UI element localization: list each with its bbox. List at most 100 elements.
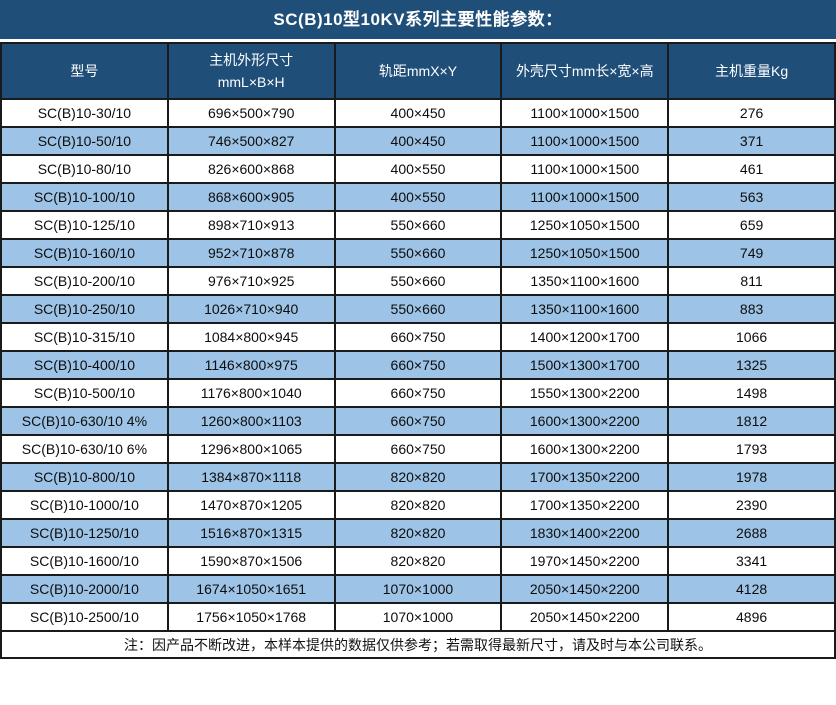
cell-unit-size: 1176×800×1040 <box>166 378 336 408</box>
cell-weight: 1325 <box>667 350 836 380</box>
cell-unit-size: 976×710×925 <box>166 266 336 296</box>
cell-unit-size: 1026×710×940 <box>166 294 336 324</box>
cell-model: SC(B)10-2500/10 <box>0 602 169 632</box>
cell-shell-size: 1100×1000×1500 <box>500 126 670 156</box>
cell-shell-size: 2050×1450×2200 <box>500 574 670 604</box>
cell-rail-gauge: 550×660 <box>333 210 503 240</box>
cell-unit-size: 1756×1050×1768 <box>166 602 336 632</box>
table-row: SC(B)10-315/10 1084×800×945 660×750 1400×12… <box>0 322 836 352</box>
cell-weight: 276 <box>667 98 836 128</box>
column-header-weight: 主机重量Kg <box>667 42 836 100</box>
cell-weight: 461 <box>667 154 836 184</box>
note-row: 注：因产品不断改进，本样本提供的数据仅供参考；若需取得最新尺寸，请及时与本公司联… <box>0 630 836 659</box>
table-row: SC(B)10-200/10 976×710×925 550×660 1350×110… <box>0 266 836 296</box>
cell-weight: 659 <box>667 210 836 240</box>
cell-weight: 1066 <box>667 322 836 352</box>
cell-rail-gauge: 820×820 <box>333 518 503 548</box>
cell-rail-gauge: 820×820 <box>333 462 503 492</box>
cell-weight: 749 <box>667 238 836 268</box>
cell-model: SC(B)10-30/10 <box>0 98 169 128</box>
table-header: 型号 主机外形尺寸 mmL×B×H 轨距mmX×Y 外壳尺寸mm长×宽×高 主机… <box>0 42 836 100</box>
column-header-rail-gauge: 轨距mmX×Y <box>333 42 503 100</box>
cell-model: SC(B)10-1250/10 <box>0 518 169 548</box>
cell-unit-size: 746×500×827 <box>166 126 336 156</box>
table-row: SC(B)10-1600/10 1590×870×1506 820×820 1970×… <box>0 546 836 576</box>
cell-weight: 1793 <box>667 434 836 464</box>
table-row: SC(B)10-400/10 1146×800×975 660×750 1500×13… <box>0 350 836 380</box>
cell-unit-size: 826×600×868 <box>166 154 336 184</box>
cell-shell-size: 1500×1300×1700 <box>500 350 670 380</box>
cell-weight: 563 <box>667 182 836 212</box>
cell-rail-gauge: 400×550 <box>333 154 503 184</box>
cell-unit-size: 1260×800×1103 <box>166 406 336 436</box>
table-row: SC(B)10-160/10 952×710×878 550×660 1250×105… <box>0 238 836 268</box>
table-row: SC(B)10-2500/10 1756×1050×1768 1070×1000 20… <box>0 602 836 632</box>
cell-shell-size: 1700×1350×2200 <box>500 490 670 520</box>
cell-unit-size: 1384×870×1118 <box>166 462 336 492</box>
cell-model: SC(B)10-800/10 <box>0 462 169 492</box>
cell-unit-size: 952×710×878 <box>166 238 336 268</box>
cell-rail-gauge: 660×750 <box>333 350 503 380</box>
cell-shell-size: 1550×1300×2200 <box>500 378 670 408</box>
cell-shell-size: 1350×1100×1600 <box>500 294 670 324</box>
cell-weight: 811 <box>667 266 836 296</box>
cell-rail-gauge: 660×750 <box>333 406 503 436</box>
cell-weight: 4128 <box>667 574 836 604</box>
cell-rail-gauge: 1070×1000 <box>333 602 503 632</box>
column-header-shell-size: 外壳尺寸mm长×宽×高 <box>500 42 670 100</box>
cell-model: SC(B)10-80/10 <box>0 154 169 184</box>
table-row: SC(B)10-1000/10 1470×870×1205 820×820 1700×… <box>0 490 836 520</box>
cell-unit-size: 1590×870×1506 <box>166 546 336 576</box>
table-row: SC(B)10-800/10 1384×870×1118 820×820 1700×1… <box>0 462 836 492</box>
table-body: SC(B)10-30/10 696×500×790 400×450 1100×1000… <box>0 98 836 632</box>
cell-unit-size: 1296×800×1065 <box>166 434 336 464</box>
cell-unit-size: 1516×870×1315 <box>166 518 336 548</box>
cell-weight: 1812 <box>667 406 836 436</box>
cell-model: SC(B)10-50/10 <box>0 126 169 156</box>
cell-model: SC(B)10-200/10 <box>0 266 169 296</box>
cell-rail-gauge: 660×750 <box>333 378 503 408</box>
cell-model: SC(B)10-630/10 4% <box>0 406 169 436</box>
cell-model: SC(B)10-2000/10 <box>0 574 169 604</box>
cell-unit-size: 696×500×790 <box>166 98 336 128</box>
title-divider <box>0 39 836 42</box>
table-row: SC(B)10-500/10 1176×800×1040 660×750 1550×1… <box>0 378 836 408</box>
table-header-row: 型号 主机外形尺寸 mmL×B×H 轨距mmX×Y 外壳尺寸mm长×宽×高 主机… <box>0 42 836 100</box>
page-title: SC(B)10型10KV系列主要性能参数： <box>0 0 836 39</box>
cell-weight: 1498 <box>667 378 836 408</box>
cell-rail-gauge: 660×750 <box>333 434 503 464</box>
cell-unit-size: 1674×1050×1651 <box>166 574 336 604</box>
cell-shell-size: 1600×1300×2200 <box>500 406 670 436</box>
column-header-unit-size: 主机外形尺寸 mmL×B×H <box>166 42 336 100</box>
cell-shell-size: 2050×1450×2200 <box>500 602 670 632</box>
cell-rail-gauge: 660×750 <box>333 322 503 352</box>
cell-weight: 4896 <box>667 602 836 632</box>
cell-shell-size: 1250×1050×1500 <box>500 238 670 268</box>
cell-weight: 371 <box>667 126 836 156</box>
cell-shell-size: 1970×1450×2200 <box>500 546 670 576</box>
cell-model: SC(B)10-500/10 <box>0 378 169 408</box>
cell-model: SC(B)10-125/10 <box>0 210 169 240</box>
cell-unit-size: 868×600×905 <box>166 182 336 212</box>
cell-model: SC(B)10-400/10 <box>0 350 169 380</box>
cell-rail-gauge: 820×820 <box>333 546 503 576</box>
cell-shell-size: 1100×1000×1500 <box>500 154 670 184</box>
table-row: SC(B)10-630/10 6% 1296×800×1065 660×750 160… <box>0 434 836 464</box>
cell-shell-size: 1400×1200×1700 <box>500 322 670 352</box>
cell-rail-gauge: 820×820 <box>333 490 503 520</box>
cell-weight: 2390 <box>667 490 836 520</box>
cell-shell-size: 1350×1100×1600 <box>500 266 670 296</box>
table-row: SC(B)10-125/10 898×710×913 550×660 1250×105… <box>0 210 836 240</box>
cell-shell-size: 1100×1000×1500 <box>500 98 670 128</box>
column-header-model: 型号 <box>0 42 169 100</box>
cell-weight: 2688 <box>667 518 836 548</box>
cell-unit-size: 1084×800×945 <box>166 322 336 352</box>
cell-model: SC(B)10-1600/10 <box>0 546 169 576</box>
table-row: SC(B)10-80/10 826×600×868 400×550 1100×1000… <box>0 154 836 184</box>
cell-model: SC(B)10-315/10 <box>0 322 169 352</box>
cell-shell-size: 1700×1350×2200 <box>500 462 670 492</box>
cell-rail-gauge: 1070×1000 <box>333 574 503 604</box>
table-row: SC(B)10-50/10 746×500×827 400×450 1100×1000… <box>0 126 836 156</box>
cell-model: SC(B)10-630/10 6% <box>0 434 169 464</box>
cell-rail-gauge: 400×550 <box>333 182 503 212</box>
